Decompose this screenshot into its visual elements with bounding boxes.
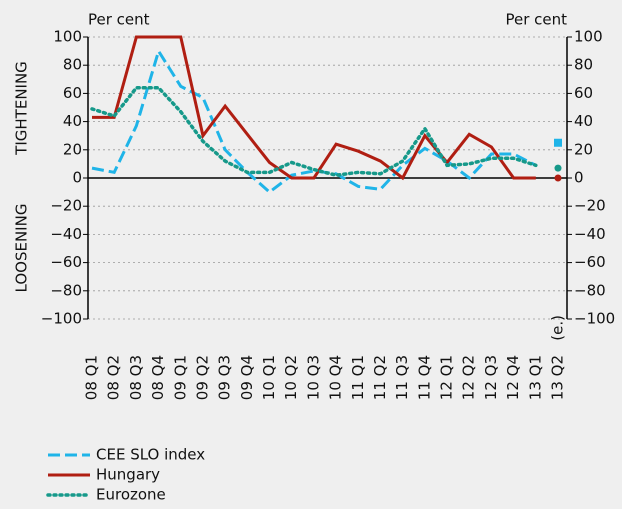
- y2-tick-label: −100: [574, 310, 615, 328]
- y-tick-label: 80: [63, 56, 82, 74]
- left-axis-label: Per cent: [88, 11, 150, 29]
- y2-tick-label: −40: [574, 225, 606, 243]
- y-tick-label: 20: [63, 140, 82, 158]
- x-tick-label: 09 Q1: [171, 355, 189, 400]
- series-line: [92, 35, 536, 181]
- x-tick-label: 12 Q4: [504, 355, 522, 400]
- y-tick-label: −60: [50, 253, 82, 271]
- x-tick-label: 11 Q1: [349, 355, 367, 400]
- x-tick-label: 08 Q4: [149, 355, 167, 400]
- estimate-marker: [554, 174, 562, 182]
- x-tick-label: 12 Q1: [438, 355, 456, 400]
- x-tick-label: 12 Q2: [460, 355, 478, 400]
- y2-tick-label: 0: [574, 169, 584, 187]
- y-tick-label: 40: [63, 112, 82, 130]
- y-tick-label: 100: [53, 28, 82, 46]
- y2-tick-label: 80: [574, 56, 593, 74]
- y2-tick-label: −80: [574, 281, 606, 299]
- x-tick-label: 12 Q3: [482, 355, 500, 400]
- x-tick-label: 08 Q2: [105, 355, 123, 400]
- y-tick-label: −100: [41, 310, 82, 328]
- y-tick-label: −20: [50, 197, 82, 215]
- y2-tick-label: 40: [574, 112, 593, 130]
- x-tick-label: 11 Q3: [393, 355, 411, 400]
- x-tick-label: 10 Q2: [282, 355, 300, 400]
- x-tick-label: 09 Q2: [193, 355, 211, 400]
- y-tick-label: −40: [50, 225, 82, 243]
- x-tick-label: 09 Q4: [238, 355, 256, 400]
- x-tick-label: 10 Q3: [304, 355, 322, 400]
- y-tick-label: 0: [72, 169, 82, 187]
- x-tick-label: 11 Q2: [371, 355, 389, 400]
- x-tick-label: 10 Q4: [327, 355, 345, 400]
- x-tick-label: 10 Q1: [260, 355, 278, 400]
- estimate-marker: [554, 138, 562, 147]
- y2-tick-label: −60: [574, 253, 606, 271]
- series-line: [91, 47, 537, 195]
- x-tick-label: 08 Q3: [127, 355, 145, 400]
- x-tick-label: 08 Q1: [83, 355, 101, 400]
- estimate-marker: [554, 164, 562, 172]
- x-tick-label: 11 Q4: [415, 355, 433, 400]
- right-axis-label: Per cent: [505, 11, 567, 29]
- y2-tick-label: 20: [574, 140, 593, 158]
- upper-label: TIGHTENING: [13, 61, 31, 156]
- y2-tick-label: −20: [574, 197, 606, 215]
- x-tick-label: 13 Q1: [526, 355, 544, 400]
- legend-label: CEE SLO index: [96, 446, 205, 464]
- x-tick-label: 09 Q3: [216, 355, 234, 400]
- y-tick-label: 60: [63, 84, 82, 102]
- y-tick-label: −80: [50, 281, 82, 299]
- y2-tick-label: 60: [574, 84, 593, 102]
- lower-label: LOOSENING: [13, 204, 31, 293]
- annotation: (e.): [549, 315, 567, 341]
- y2-tick-label: 100: [574, 28, 603, 46]
- legend-label: Hungary: [96, 466, 160, 484]
- legend-label: Eurozone: [96, 486, 166, 504]
- series-line: [90, 86, 538, 177]
- x-tick-label: 13 Q2: [549, 355, 567, 400]
